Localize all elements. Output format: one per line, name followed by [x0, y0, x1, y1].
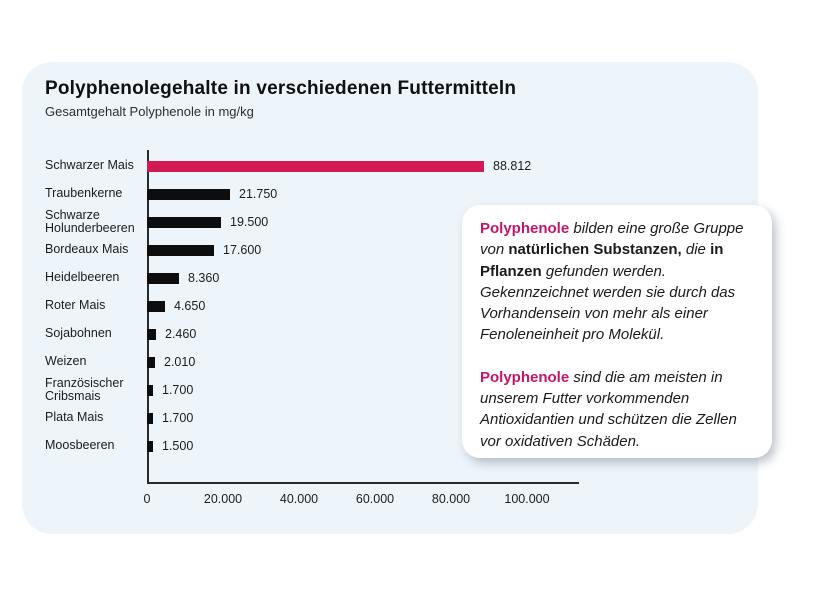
category-label: Bordeaux Mais: [45, 242, 129, 257]
chart-row: Traubenkerne 21.750: [45, 180, 579, 208]
text-segment: bilden eine große Gruppe von: [480, 220, 744, 259]
bar: [147, 328, 156, 340]
x-tick-label: 40.000: [279, 492, 319, 506]
category-label: Französischer Cribsmais: [45, 375, 124, 403]
bar: [147, 216, 221, 228]
bar-value-label: 21.750: [239, 187, 278, 201]
bar-value-label: 2.010: [164, 355, 196, 369]
bar-value-label: 1.500: [162, 439, 194, 453]
bar: [147, 244, 214, 256]
chart-row: Plata Mais 1.700: [45, 404, 579, 432]
bar: [147, 188, 230, 200]
bar-value-label: 2.460: [165, 327, 197, 341]
chart-subtitle: Gesamtgehalt Polyphenole in mg/kg: [45, 104, 254, 119]
category-label: Schwarzer Mais: [45, 158, 134, 173]
text-segment: in Pflanzen: [480, 241, 724, 280]
chart-row: Französischer Cribsmais 1.700: [45, 376, 579, 404]
category-label: Traubenkerne: [45, 186, 123, 201]
x-tick-label: 100.000: [504, 492, 550, 506]
chart-row: Bordeaux Mais 17.600: [45, 236, 579, 264]
chart-row: Schwarzer Mais 88.812: [45, 152, 579, 180]
text-segment: Polyphenole: [480, 368, 570, 386]
chart-row: Sojabohnen 2.460: [45, 320, 579, 348]
x-tick-label: 20.000: [203, 492, 243, 506]
category-label: Plata Mais: [45, 410, 104, 425]
x-axis-ticks: 0 20.000 40.000 60.000 80.000 100.000: [143, 492, 579, 508]
bar-value-label: 19.500: [230, 215, 269, 229]
text-segment: natürlichen Substanzen,: [508, 241, 682, 259]
x-axis-line: [147, 482, 579, 484]
page-title: Polyphenolegehalte in verschiedenen Futt…: [45, 78, 517, 99]
category-label: Heidelbeeren: [45, 270, 120, 285]
chart-rows: Schwarzer Mais 88.812 Traubenkerne 21.75…: [45, 152, 579, 460]
text-segment: gefunden werden. Gekennzeichnet werden s…: [480, 262, 736, 344]
category-label: Roter Mais: [45, 298, 106, 313]
chart-row: Roter Mais 4.650: [45, 292, 579, 320]
bar: [147, 272, 179, 284]
category-label: Schwarze Holunderbeeren: [45, 207, 135, 235]
x-tick-label: 80.000: [431, 492, 471, 506]
x-tick-label: 60.000: [355, 492, 395, 506]
bar: [147, 160, 484, 172]
text-segment: Polyphenole: [480, 220, 570, 237]
x-tick-label: 0: [143, 492, 151, 506]
text-segment: die: [681, 241, 711, 259]
text-segment: sind die am meisten in unserem Futter vo…: [480, 368, 737, 450]
bar-value-label: 4.650: [174, 299, 206, 313]
bar: [147, 440, 153, 452]
bar-value-label: 17.600: [223, 243, 262, 257]
bar-value-label: 1.700: [162, 411, 194, 425]
bar: [147, 356, 155, 368]
category-label: Sojabohnen: [45, 326, 112, 341]
y-axis-line: [147, 150, 149, 484]
bar-value-label: 8.360: [188, 271, 220, 285]
chart-row: Heidelbeeren 8.360: [45, 264, 579, 292]
category-label: Moosbeeren: [45, 438, 115, 453]
info-paragraph: Polyphenole bilden eine große Gruppe von…: [480, 218, 754, 346]
chart-row: Moosbeeren 1.500: [45, 432, 579, 460]
bar-value-label: 88.812: [493, 159, 532, 173]
chart-row: Weizen 2.010: [45, 348, 579, 376]
info-paragraph: Polyphenole sind die am meisten in unser…: [480, 367, 754, 452]
bar-value-label: 1.700: [162, 383, 194, 397]
category-label: Weizen: [45, 354, 87, 369]
bar-chart: Schwarzer Mais 88.812 Traubenkerne 21.75…: [45, 150, 579, 506]
bar: [147, 384, 153, 396]
bar: [147, 412, 153, 424]
bar: [147, 300, 165, 312]
chart-row: Schwarze Holunderbeeren 19.500: [45, 208, 579, 236]
info-card: Polyphenole bilden eine große Gruppe von…: [462, 205, 772, 458]
